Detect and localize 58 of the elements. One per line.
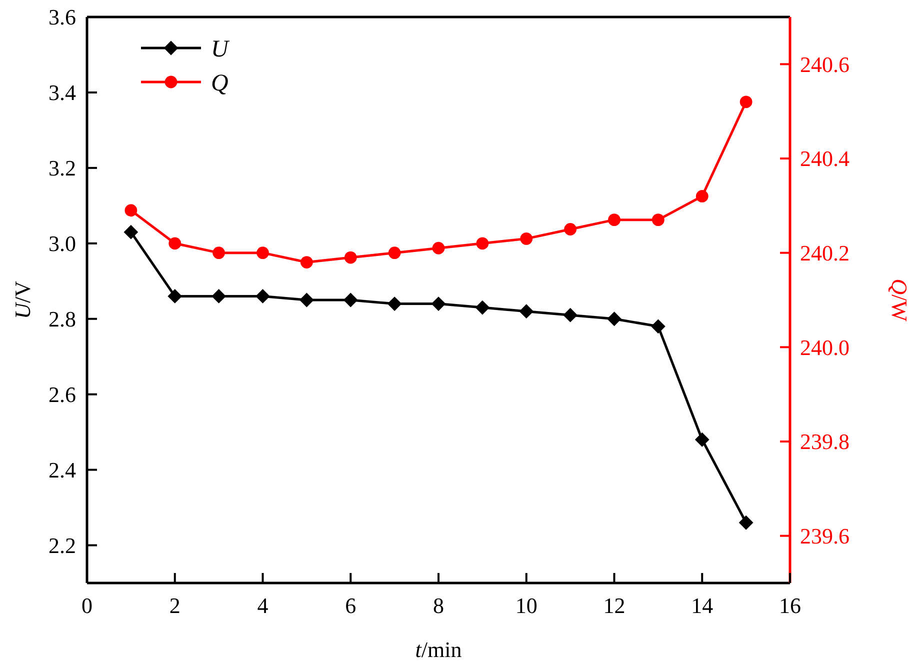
legend-label: U bbox=[211, 36, 230, 62]
point bbox=[476, 237, 489, 250]
y-tick-label: 3.2 bbox=[48, 156, 76, 181]
x-tick-label: 0 bbox=[82, 593, 92, 618]
y-tick-label: 2.2 bbox=[48, 532, 76, 558]
y2-tick-label: 240.0 bbox=[800, 334, 850, 360]
x-tick-label: 10 bbox=[515, 593, 538, 618]
point bbox=[431, 296, 446, 311]
y-tick-label: 2.6 bbox=[48, 382, 76, 408]
x-tick-label: 4 bbox=[257, 593, 268, 618]
y2-axis-title: Q/W bbox=[887, 278, 912, 322]
point bbox=[344, 251, 357, 264]
point bbox=[564, 223, 577, 236]
point bbox=[696, 190, 708, 202]
x-tick-label: 16 bbox=[779, 593, 801, 618]
point bbox=[432, 242, 445, 254]
point bbox=[563, 308, 578, 322]
y2-tick-label: 240.6 bbox=[800, 52, 850, 77]
y2-tick-label: 239.8 bbox=[800, 429, 850, 454]
point bbox=[520, 232, 533, 245]
point bbox=[300, 256, 313, 268]
point bbox=[212, 289, 226, 304]
y2-tick-label: 239.6 bbox=[800, 524, 850, 549]
legend-label: Q bbox=[211, 70, 228, 96]
x-tick-label: 14 bbox=[691, 593, 714, 618]
point bbox=[212, 246, 226, 260]
point bbox=[650, 319, 666, 334]
point bbox=[519, 304, 534, 319]
point bbox=[475, 300, 490, 315]
x-tick-label: 2 bbox=[169, 593, 180, 618]
point bbox=[168, 237, 182, 250]
x-tick-label: 6 bbox=[345, 593, 356, 618]
y2-tick-label: 240.4 bbox=[800, 146, 850, 172]
point bbox=[168, 289, 182, 304]
point bbox=[738, 515, 754, 530]
point bbox=[124, 224, 138, 240]
point bbox=[607, 312, 622, 326]
y-axis-title: U/V bbox=[10, 280, 35, 319]
x-tick-label: 12 bbox=[603, 593, 626, 618]
y-tick-label: 2.4 bbox=[48, 458, 76, 482]
point bbox=[124, 204, 138, 217]
point bbox=[652, 214, 664, 226]
point bbox=[694, 432, 710, 447]
point bbox=[740, 96, 752, 108]
point bbox=[343, 292, 358, 308]
point bbox=[387, 296, 402, 311]
y-tick-label: 2.8 bbox=[48, 306, 76, 332]
y-tick-label: 3.4 bbox=[48, 80, 76, 106]
point bbox=[299, 292, 314, 308]
point bbox=[608, 214, 620, 226]
point bbox=[256, 246, 269, 260]
point bbox=[388, 246, 401, 260]
y-tick-label: 3.6 bbox=[48, 4, 76, 30]
x-axis-title: t/min bbox=[415, 637, 462, 661]
y2-tick-label: 240.2 bbox=[800, 240, 850, 266]
y-tick-label: 3.0 bbox=[48, 231, 76, 256]
point bbox=[256, 289, 270, 304]
x-tick-label: 8 bbox=[433, 593, 444, 618]
